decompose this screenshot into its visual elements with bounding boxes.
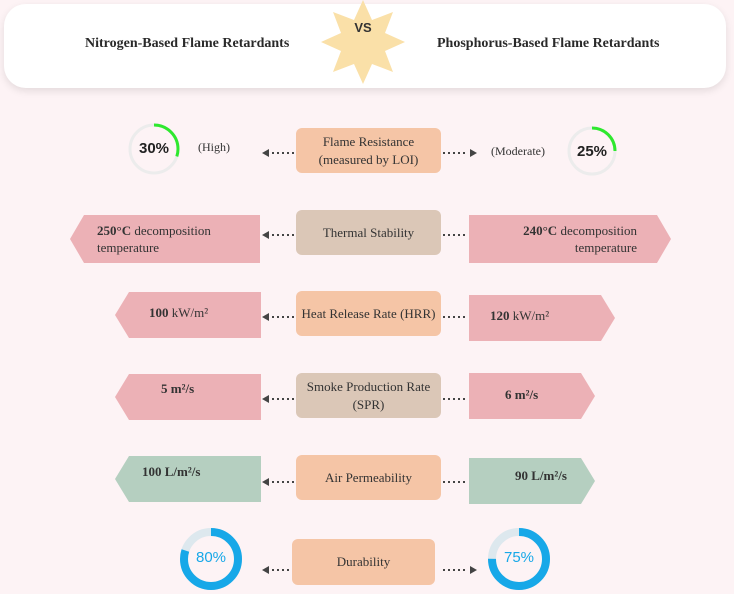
right-flame-note: (Moderate) — [491, 144, 545, 158]
left-arrow-6 — [262, 562, 296, 574]
left-thermal-shape — [70, 215, 260, 263]
right-flame-value: 25% — [576, 143, 608, 160]
right-spr-shape — [469, 373, 595, 419]
right-air-text: 90 L/m²/s — [515, 468, 567, 483]
thermal-stability-box: Thermal Stability — [296, 210, 441, 255]
right-arrow-6 — [443, 562, 477, 574]
left-spr-text: 5 m²/s — [161, 381, 195, 396]
heat-release-box: Heat Release Rate (HRR) — [296, 291, 441, 336]
right-durability-ring — [488, 528, 550, 590]
right-flame-ring — [567, 126, 617, 176]
right-spr-text: 6 m²/s — [505, 387, 539, 402]
left-arrow-5 — [262, 474, 296, 486]
left-arrow-3 — [262, 309, 296, 321]
left-air-shape — [115, 456, 261, 502]
left-flame-note: (High) — [198, 140, 230, 154]
left-arrow-1 — [262, 145, 296, 157]
flame-resistance-box: Flame Resistance (measured by LOI) — [296, 128, 441, 173]
vs-star-icon — [321, 0, 405, 84]
left-arrow-4 — [262, 391, 296, 403]
left-thermal-text: 250°C decomposition temperature — [97, 223, 211, 255]
durability-box: Durability — [292, 539, 435, 585]
left-title: Nitrogen-Based Flame Retardants — [85, 36, 290, 51]
right-air-shape — [469, 458, 595, 504]
left-spr-shape — [115, 374, 261, 420]
left-air-text: 100 L/m²/s — [142, 464, 201, 479]
right-arrow-1 — [443, 145, 477, 157]
right-hrr-shape — [469, 295, 615, 341]
smoke-production-box: Smoke Production Rate (SPR) — [296, 373, 441, 418]
right-thermal-shape — [469, 215, 671, 263]
left-flame-value: 30% — [138, 140, 170, 157]
left-durability-value: 80% — [195, 549, 227, 566]
right-thermal-text: 240°C decomposition temperature — [523, 223, 637, 255]
left-hrr-text: 100 kW/m² — [149, 305, 209, 320]
left-durability-ring — [180, 528, 242, 590]
right-durability-value: 75% — [503, 549, 535, 566]
left-hrr-shape — [115, 292, 261, 338]
left-flame-ring — [128, 123, 180, 175]
right-title: Phosphorus-Based Flame Retardants — [437, 36, 660, 51]
air-permeability-box: Air Permeability — [296, 455, 441, 500]
right-hrr-text: 120 kW/m² — [490, 308, 550, 323]
left-arrow-2 — [262, 227, 296, 239]
vs-label: VS — [354, 20, 372, 35]
